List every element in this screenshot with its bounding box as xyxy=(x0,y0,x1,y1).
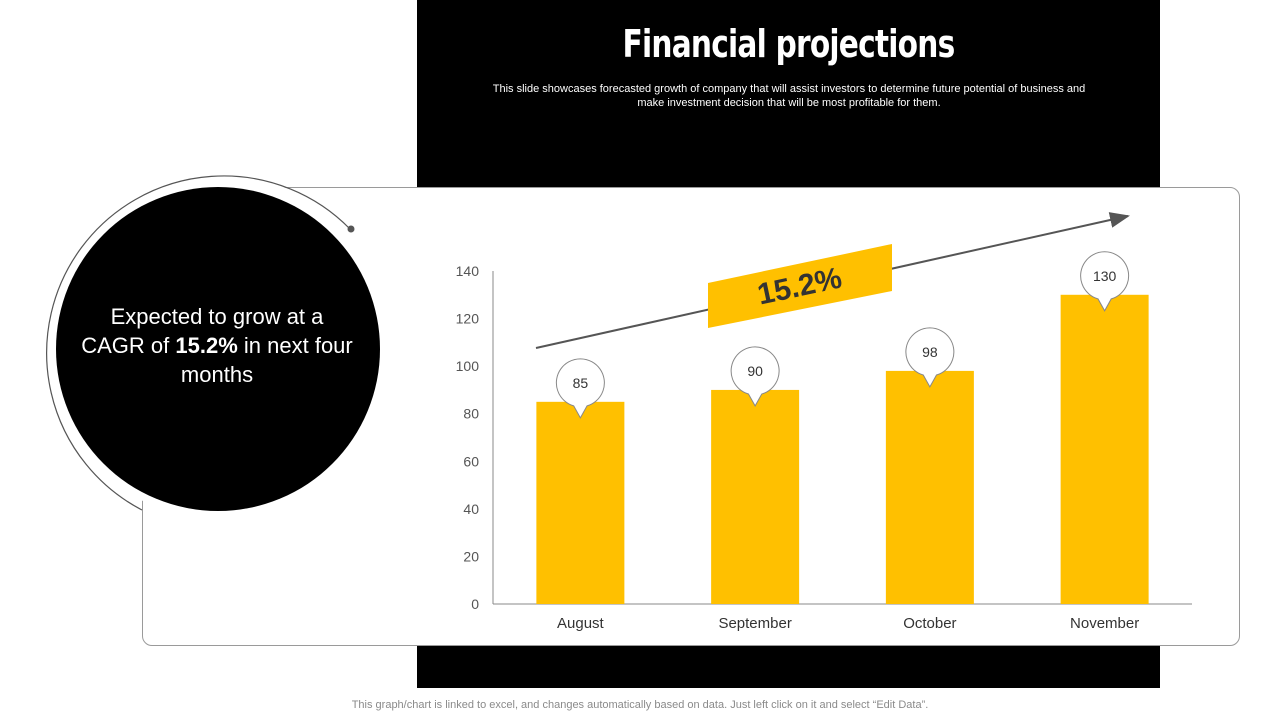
data-label: 130 xyxy=(1093,268,1117,284)
data-label: 85 xyxy=(573,375,589,391)
y-tick-label: 80 xyxy=(463,406,479,422)
bar xyxy=(1060,294,1149,604)
callout-circle xyxy=(56,187,380,511)
y-tick-label: 40 xyxy=(463,501,479,517)
page-subtitle: This slide showcases forecasted growth o… xyxy=(455,82,1123,110)
page-title: Financial projections xyxy=(622,22,956,66)
callout-highlight: 15.2% xyxy=(175,333,238,358)
growth-banner: 15.2% xyxy=(708,244,892,328)
callout-text-after: in next four months xyxy=(180,333,353,387)
data-label-bubble-shape xyxy=(730,346,780,407)
y-tick-label: 140 xyxy=(456,263,480,279)
y-tick-label: 100 xyxy=(456,358,480,374)
data-label-bubble: 130 xyxy=(1080,251,1130,312)
bar xyxy=(885,370,974,604)
x-tick-label: August xyxy=(557,615,605,632)
callout-text-before: Expected to grow at a CAGR of xyxy=(81,304,324,358)
y-tick-label: 20 xyxy=(463,548,479,564)
data-label-bubble-shape xyxy=(1080,251,1130,312)
growth-banner-shape xyxy=(708,244,892,328)
data-label-bubble: 98 xyxy=(905,327,955,388)
x-tick-label: October xyxy=(903,615,956,632)
subtitle-line-1: This slide showcases forecasted growth o… xyxy=(492,83,1086,95)
x-tick-label: November xyxy=(1070,615,1139,632)
y-tick-label: 60 xyxy=(463,453,479,469)
bar xyxy=(536,401,625,604)
data-label: 90 xyxy=(747,363,763,379)
x-tick-label: September xyxy=(718,615,791,632)
callout-text: Expected to grow at a CAGR of 15.2% in n… xyxy=(76,302,358,389)
footer-note: This graph/chart is linked to excel, and… xyxy=(351,699,929,711)
data-label-bubble: 90 xyxy=(730,346,780,407)
y-tick-label: 0 xyxy=(471,596,479,612)
data-label-bubble: 85 xyxy=(555,358,605,419)
y-tick-label: 120 xyxy=(456,311,480,327)
data-label: 98 xyxy=(922,344,938,360)
data-label-bubble-shape xyxy=(555,358,605,419)
subtitle-line-2: make investment decision that will be mo… xyxy=(637,97,941,109)
data-label-bubble-shape xyxy=(905,327,955,388)
bar xyxy=(711,389,800,604)
